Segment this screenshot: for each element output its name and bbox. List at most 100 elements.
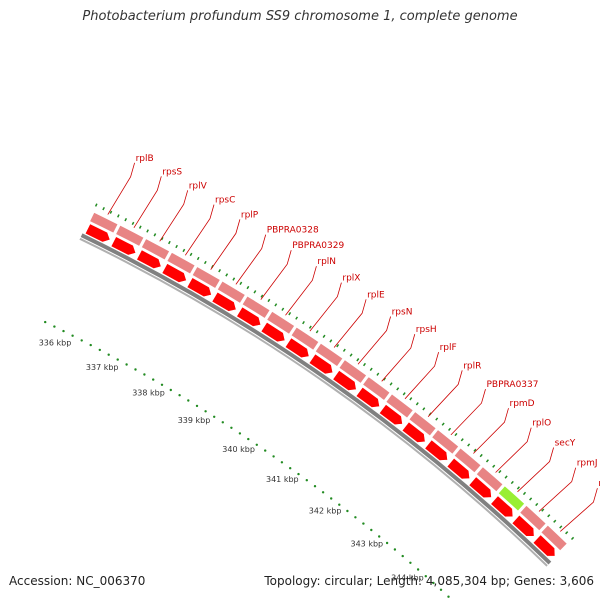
scale-dot <box>362 522 364 524</box>
tick-mark <box>282 308 284 311</box>
tick-mark <box>390 383 392 386</box>
label-leader-line <box>160 190 188 241</box>
gene-label-rplB[interactable]: rplB <box>136 154 154 164</box>
tick-mark <box>118 215 119 218</box>
tick-mark <box>226 274 228 277</box>
scale-dot <box>196 405 198 407</box>
scale-dot <box>370 529 372 531</box>
scale-dot <box>289 467 291 469</box>
scale-dot <box>314 485 316 487</box>
scale-labels: 336 kbp337 kbp338 kbp339 kbp340 kbp341 k… <box>39 338 464 600</box>
gene-label-rplP[interactable]: rplP <box>241 210 259 220</box>
tick-mark <box>247 286 249 289</box>
gene-label-PBPRA0337[interactable]: PBPRA0337 <box>487 380 539 390</box>
tick-mark <box>487 460 489 462</box>
gene-label-rplN[interactable]: rplN <box>317 257 336 267</box>
label-leader-line <box>539 468 576 512</box>
tick-mark <box>517 487 519 489</box>
tick-mark <box>493 465 495 467</box>
label-leader-line <box>236 235 266 285</box>
tick-mark <box>233 278 235 281</box>
scale-dot <box>354 516 356 518</box>
scale-label: 342 kbp <box>309 507 342 516</box>
label-leader-line <box>496 428 532 473</box>
tick-mark <box>499 471 501 473</box>
scale-dot <box>213 416 215 418</box>
scale-label: 338 kbp <box>132 389 165 398</box>
gene-label-rpsS[interactable]: rpsS <box>162 167 182 177</box>
tick-mark <box>296 317 298 320</box>
scale-dot <box>44 321 46 323</box>
tick-mark <box>511 481 513 483</box>
tick-mark <box>169 241 170 244</box>
tick-mark <box>364 363 366 366</box>
tick-mark <box>198 257 199 260</box>
label-leader-line <box>473 408 508 453</box>
gene-label-rplR[interactable]: rplR <box>463 361 481 371</box>
scale-dot <box>143 373 145 375</box>
tick-mark <box>268 299 270 302</box>
gene-labels: rplB rpsS rplV rpsC rplP PBPRA0328 PBPRA0329 rp… <box>108 154 600 532</box>
gene-label-rplF[interactable]: rplF <box>440 343 457 353</box>
tick-mark <box>132 222 133 225</box>
scale-dot <box>264 449 266 451</box>
gene-label-secY[interactable]: secY <box>555 439 576 449</box>
tick-mark <box>110 211 111 214</box>
gene-label-rplV[interactable]: rplV <box>189 181 208 191</box>
gene-label-PBPRA0329[interactable]: PBPRA0329 <box>292 241 344 251</box>
tick-mark <box>370 368 372 371</box>
gene-label-rpmJ[interactable]: rpmJ <box>577 459 598 469</box>
scale-dot <box>81 339 83 341</box>
tick-mark <box>140 226 141 229</box>
scale-dot <box>178 394 180 396</box>
tick-mark <box>254 291 256 294</box>
gene-label-rplO[interactable]: rplO <box>532 419 551 429</box>
scale-dot <box>71 335 73 337</box>
gene-label-rpsN[interactable]: rpsN <box>392 308 413 318</box>
scale-dot <box>152 378 154 380</box>
gene-label-PBPRA0328[interactable]: PBPRA0328 <box>267 226 319 236</box>
gene-label-rplX[interactable]: rplX <box>342 274 360 284</box>
label-leader-line <box>560 488 597 531</box>
tick-mark <box>350 354 352 357</box>
tick-mark <box>190 253 192 256</box>
scale-dot <box>187 399 189 401</box>
tick-mark <box>330 340 332 343</box>
tick-mark <box>205 261 207 264</box>
tick-mark <box>566 532 568 534</box>
gene-label-rpmD[interactable]: rpmD <box>510 399 535 409</box>
scale-dot <box>230 427 232 429</box>
tick-mark <box>316 331 318 334</box>
tick-mark <box>357 359 359 362</box>
scale-dot <box>440 589 442 591</box>
tick-mark <box>96 204 97 207</box>
scale-dot <box>53 325 55 327</box>
label-leader-line <box>405 352 439 399</box>
label-leader-line <box>185 205 214 256</box>
tick-mark <box>176 245 177 248</box>
label-leader-line <box>108 163 135 215</box>
tick-mark <box>416 403 418 405</box>
label-leader-line <box>358 317 391 365</box>
label-leader-line <box>334 299 366 347</box>
tick-mark <box>455 433 457 435</box>
scale-dot <box>256 444 258 446</box>
tick-mark <box>560 526 562 528</box>
tick-mark <box>183 249 185 252</box>
gene-label-rplE[interactable]: rplE <box>367 290 385 300</box>
gene-label-rpsC[interactable]: rpsC <box>215 196 235 206</box>
label-leader-line <box>286 266 317 315</box>
tick-mark <box>403 393 405 395</box>
backbone-shadow <box>80 239 547 566</box>
tick-mark <box>449 428 451 430</box>
gene-label-rpsH[interactable]: rpsH <box>416 325 437 335</box>
scale-dot <box>322 491 324 493</box>
scale-dot <box>338 504 340 506</box>
tick-mark <box>377 373 379 375</box>
tick-mark <box>542 509 544 511</box>
scale-dot <box>117 358 119 360</box>
tick-mark <box>548 515 550 517</box>
tick-mark <box>480 454 482 456</box>
scale-label: 340 kbp <box>222 445 255 454</box>
